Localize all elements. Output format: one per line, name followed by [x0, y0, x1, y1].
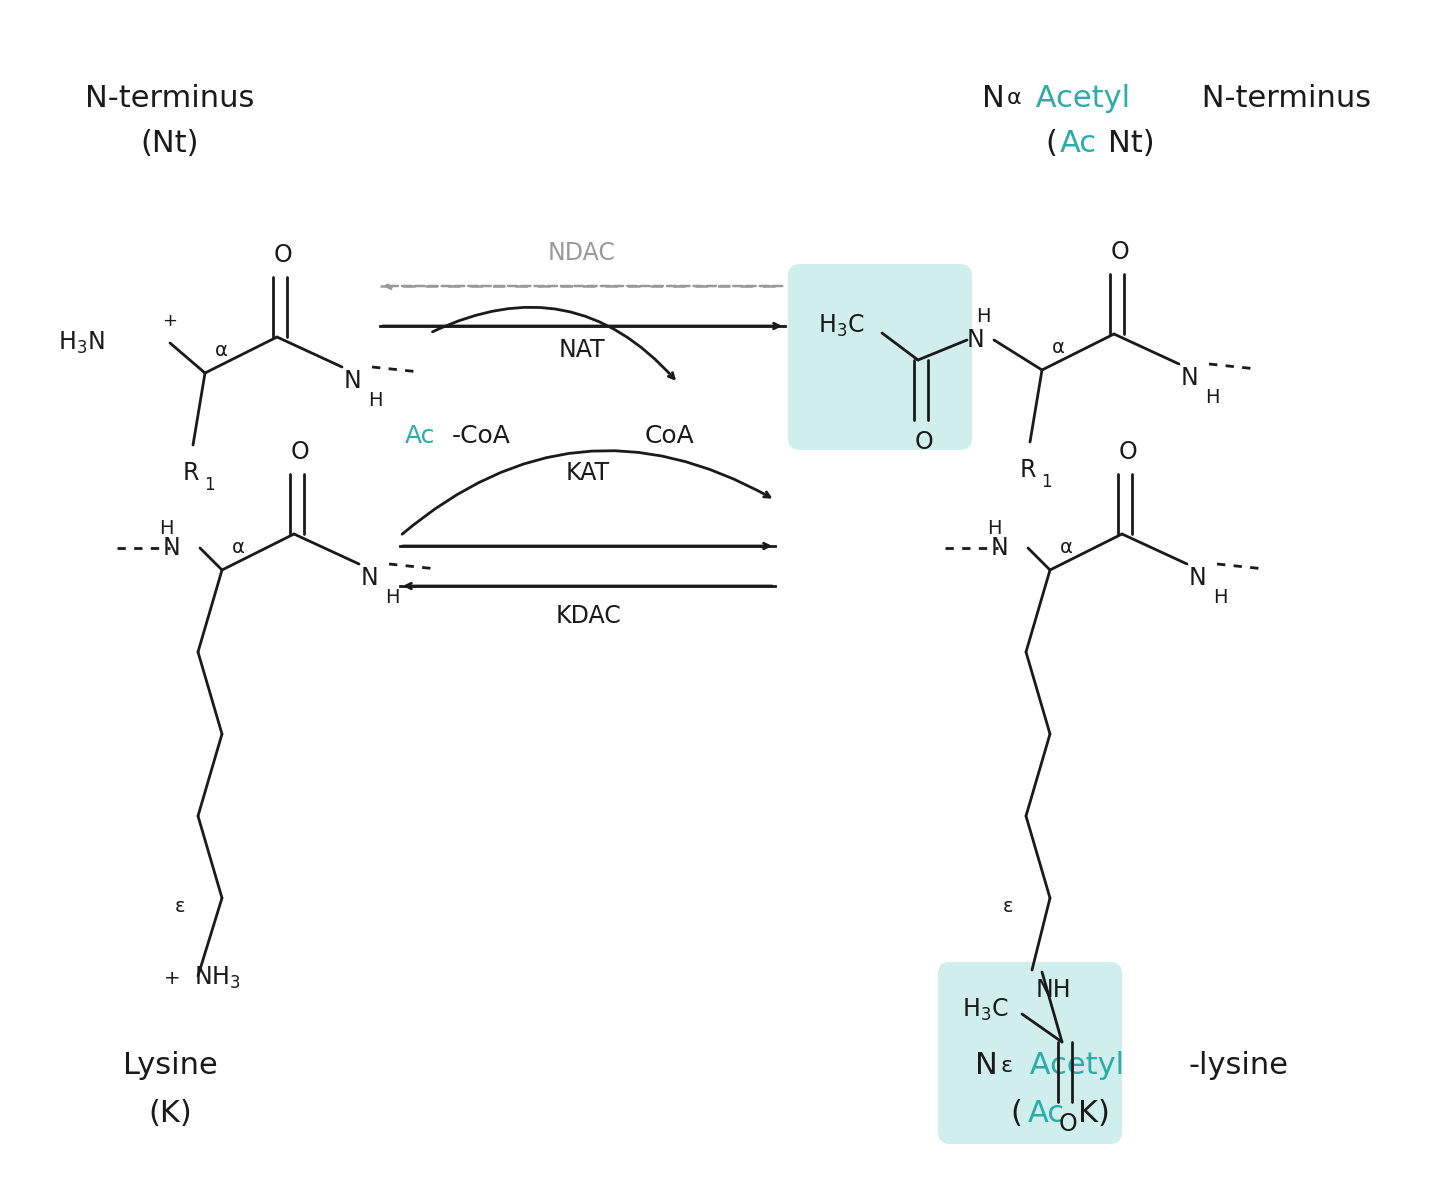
- Text: α: α: [1053, 339, 1064, 358]
- Text: N: N: [982, 83, 1005, 113]
- Text: R: R: [1019, 459, 1037, 482]
- Text: N: N: [344, 369, 361, 393]
- Text: (: (: [1045, 128, 1057, 158]
- Text: α: α: [1006, 88, 1022, 108]
- Text: O: O: [1058, 1112, 1077, 1136]
- FancyBboxPatch shape: [787, 264, 972, 450]
- Text: H: H: [987, 518, 1002, 537]
- Text: ε: ε: [1003, 897, 1014, 916]
- Text: Nt): Nt): [1108, 128, 1154, 158]
- Text: KDAC: KDAC: [555, 604, 621, 628]
- Text: N: N: [990, 536, 1008, 560]
- Text: N: N: [1189, 565, 1206, 590]
- Text: (Nt): (Nt): [141, 128, 199, 158]
- Text: ε: ε: [1000, 1056, 1012, 1076]
- Text: H: H: [1214, 588, 1228, 607]
- Text: $\mathregular{H_3C}$: $\mathregular{H_3C}$: [818, 312, 864, 339]
- Text: α: α: [232, 538, 245, 557]
- Text: N: N: [162, 536, 180, 560]
- Text: H: H: [368, 391, 383, 410]
- Text: N-terminus: N-terminus: [1192, 83, 1372, 113]
- Text: N: N: [967, 328, 985, 352]
- Text: Ac: Ac: [405, 424, 435, 448]
- Text: +: +: [164, 968, 180, 987]
- Text: CoA: CoA: [645, 424, 695, 448]
- Text: α: α: [215, 341, 228, 360]
- Text: O: O: [1118, 440, 1137, 465]
- Text: -CoA: -CoA: [452, 424, 510, 448]
- Text: R: R: [183, 461, 199, 485]
- Text: Acetyl: Acetyl: [1019, 1051, 1124, 1081]
- Text: N: N: [361, 565, 378, 590]
- Text: NAT: NAT: [558, 339, 605, 362]
- Text: NH: NH: [1035, 978, 1072, 1001]
- Text: K): K): [1077, 1099, 1109, 1127]
- Text: O: O: [1111, 240, 1130, 264]
- Text: KAT: KAT: [566, 461, 610, 485]
- Text: N-terminus: N-terminus: [86, 83, 255, 113]
- Text: NDAC: NDAC: [548, 241, 616, 265]
- Text: H: H: [976, 307, 990, 326]
- FancyBboxPatch shape: [938, 962, 1122, 1144]
- Text: -lysine: -lysine: [1188, 1051, 1288, 1081]
- Text: Ac: Ac: [1060, 128, 1098, 158]
- Text: α: α: [1060, 538, 1073, 557]
- Text: O: O: [274, 244, 293, 267]
- Text: O: O: [915, 430, 934, 454]
- Text: N: N: [974, 1051, 998, 1081]
- Text: N: N: [1180, 366, 1199, 390]
- Text: 1: 1: [203, 476, 215, 494]
- Text: $\mathregular{NH_3}$: $\mathregular{NH_3}$: [194, 965, 241, 991]
- Text: ε: ε: [175, 897, 186, 916]
- Text: (: (: [1011, 1099, 1022, 1127]
- Text: Acetyl: Acetyl: [1027, 83, 1130, 113]
- Text: H: H: [386, 588, 400, 607]
- Text: H: H: [158, 518, 173, 537]
- Text: $\mathregular{H_3N}$: $\mathregular{H_3N}$: [58, 330, 104, 356]
- Text: Lysine: Lysine: [123, 1051, 218, 1081]
- Text: (K): (K): [148, 1099, 191, 1127]
- Text: O: O: [290, 440, 309, 465]
- Text: 1: 1: [1041, 473, 1051, 491]
- Text: $\mathregular{H_3C}$: $\mathregular{H_3C}$: [961, 997, 1009, 1023]
- Text: Ac: Ac: [1028, 1099, 1066, 1127]
- Text: +: +: [162, 312, 177, 330]
- Text: H: H: [1205, 388, 1219, 407]
